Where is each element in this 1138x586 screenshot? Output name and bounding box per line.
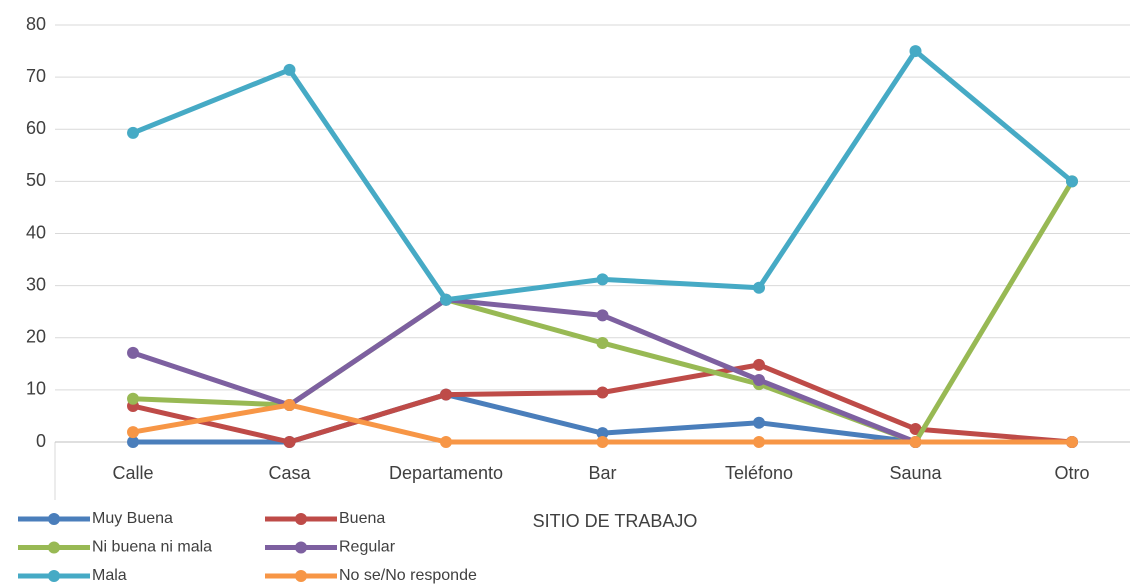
y-tick-label: 80 bbox=[26, 14, 46, 34]
x-tick-label: Departamento bbox=[389, 463, 503, 483]
x-axis-title: SITIO DE TRABAJO bbox=[533, 511, 698, 531]
x-tick-label: Sauna bbox=[889, 463, 942, 483]
data-point bbox=[1066, 436, 1078, 448]
data-point bbox=[753, 358, 765, 371]
data-point bbox=[283, 63, 296, 76]
data-point bbox=[440, 436, 452, 448]
data-point bbox=[909, 45, 922, 58]
data-point bbox=[596, 309, 609, 322]
data-point bbox=[909, 436, 922, 448]
x-tick-label: Teléfono bbox=[725, 463, 793, 483]
y-tick-label: 60 bbox=[26, 118, 46, 138]
data-point bbox=[909, 422, 922, 435]
data-point bbox=[753, 281, 765, 294]
legend-swatch-marker bbox=[48, 513, 60, 525]
y-tick-label: 30 bbox=[26, 274, 46, 294]
legend-label: No se/No responde bbox=[339, 567, 477, 584]
data-point bbox=[127, 436, 139, 448]
data-point bbox=[127, 392, 139, 405]
y-tick-label: 20 bbox=[26, 327, 46, 347]
data-point bbox=[440, 293, 452, 306]
y-tick-label: 50 bbox=[26, 170, 46, 190]
legend-label: Ni buena ni mala bbox=[92, 539, 212, 556]
data-point bbox=[283, 398, 296, 411]
data-point bbox=[753, 436, 765, 448]
data-point bbox=[596, 427, 609, 440]
legend-swatch-marker bbox=[295, 513, 307, 525]
data-point bbox=[596, 386, 609, 399]
legend-swatch-marker bbox=[48, 541, 60, 554]
data-point bbox=[596, 273, 609, 286]
x-tick-label: Casa bbox=[268, 463, 311, 483]
data-point bbox=[753, 373, 765, 386]
data-point bbox=[127, 346, 139, 359]
legend-label: Mala bbox=[92, 567, 127, 584]
data-point bbox=[1066, 175, 1078, 188]
data-point bbox=[596, 336, 609, 349]
y-tick-label: 0 bbox=[36, 431, 46, 451]
y-tick-label: 10 bbox=[26, 379, 46, 399]
legend-label: Buena bbox=[339, 510, 385, 527]
x-tick-label: Otro bbox=[1054, 463, 1089, 483]
legend-swatch-marker bbox=[48, 570, 60, 582]
y-tick-label: 70 bbox=[26, 66, 46, 86]
series-line bbox=[132, 48, 1074, 303]
data-point bbox=[440, 388, 452, 401]
legend-label: Regular bbox=[339, 539, 396, 556]
x-tick-label: Bar bbox=[588, 463, 616, 483]
y-tick-label: 40 bbox=[26, 222, 46, 242]
data-point bbox=[127, 426, 139, 439]
legend-swatch-marker bbox=[295, 570, 307, 582]
data-point bbox=[753, 416, 765, 429]
legend-label: Muy Buena bbox=[92, 510, 173, 527]
data-point bbox=[596, 436, 609, 448]
data-point bbox=[127, 126, 139, 139]
legend-swatch-marker bbox=[295, 541, 307, 554]
x-tick-label: Calle bbox=[112, 463, 153, 483]
data-point bbox=[283, 436, 296, 448]
